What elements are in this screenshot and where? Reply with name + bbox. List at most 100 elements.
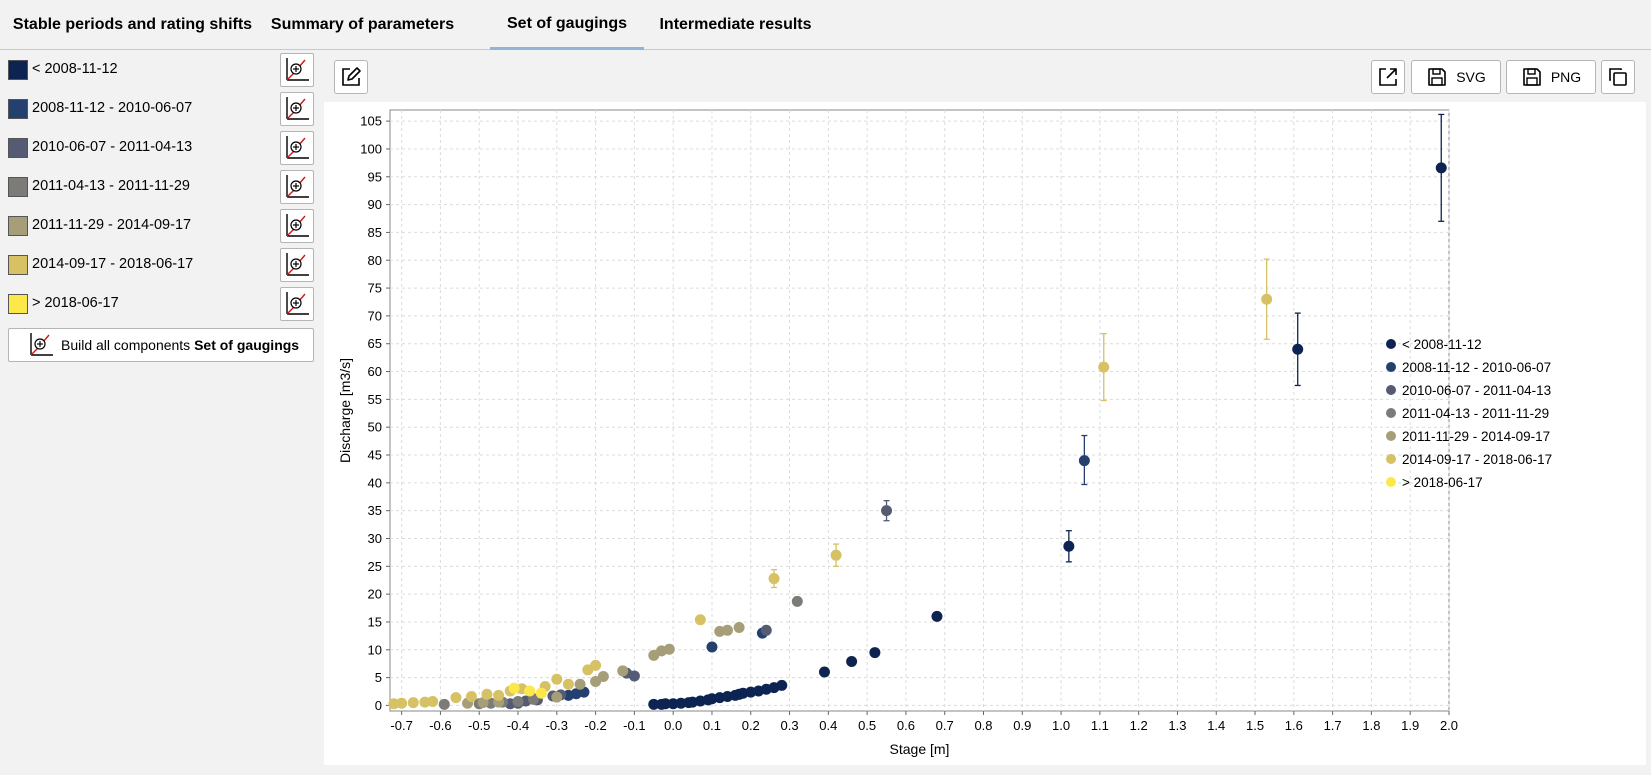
x-tick-label: 0.5 [858,718,876,733]
data-point [648,698,660,710]
period-color-swatch[interactable] [8,255,28,275]
data-point [760,624,772,636]
tab-intermediate-results[interactable]: Intermediate results [648,0,823,50]
data-point [574,678,586,690]
period-row: 2010-06-07 - 2011-04-13 [8,130,314,166]
build-all-components-button[interactable]: Build all components Set of gaugings [8,328,314,362]
build-component-button[interactable] [280,287,314,321]
y-tick-label: 75 [368,281,382,296]
x-tick-label: 1.8 [1362,718,1380,733]
data-point [465,691,477,703]
edit-button[interactable] [334,60,368,94]
data-point [931,610,943,622]
build-component-button[interactable] [280,92,314,126]
x-tick-label: 1.7 [1324,718,1342,733]
build-component-icon [286,292,309,315]
x-tick-label: 1.5 [1246,718,1264,733]
save-png-button[interactable]: PNG [1506,60,1596,94]
build-component-icon [286,97,309,120]
period-row: 2011-04-13 - 2011-11-29 [8,169,314,205]
y-tick-label: 5 [375,670,382,685]
x-tick-label: -0.2 [584,718,606,733]
y-tick-label: 30 [368,531,382,546]
export-button[interactable] [1371,60,1405,94]
period-label: 2010-06-07 - 2011-04-13 [32,139,193,155]
build-component-button[interactable] [280,209,314,243]
y-tick-label: 90 [368,197,382,212]
copy-button[interactable] [1601,60,1635,94]
tab-stable-periods[interactable]: Stable periods and rating shifts [0,0,265,50]
y-tick-label: 40 [368,475,382,490]
legend-label: 2011-11-29 - 2014-09-17 [1402,429,1550,444]
data-point [694,614,706,626]
x-tick-label: -0.6 [429,718,451,733]
save-svg-button[interactable]: SVG [1411,60,1501,94]
plot-area [389,109,1450,712]
period-label: 2011-04-13 - 2011-11-29 [32,178,190,194]
y-tick-label: 25 [368,559,382,574]
svg-label: SVG [1456,69,1486,85]
x-tick-label: 0.6 [897,718,915,733]
data-point [830,549,842,561]
build-component-icon [30,333,53,356]
build-component-button[interactable] [280,53,314,87]
legend-label: 2014-09-17 - 2018-06-17 [1402,452,1552,467]
data-point [524,685,536,697]
period-color-swatch[interactable] [8,294,28,314]
data-point [768,573,780,585]
y-tick-label: 65 [368,336,382,351]
external-link-icon [1379,68,1397,86]
data-point [628,670,640,682]
y-axis-label: Discharge [m3/s] [337,358,353,463]
x-tick-label: 1.3 [1168,718,1186,733]
period-color-swatch[interactable] [8,60,28,80]
legend-label: < 2008-11-12 [1402,337,1482,352]
tab-set-of-gaugings[interactable]: Set of gaugings [490,0,644,50]
x-tick-label: 0.1 [703,718,721,733]
data-point [846,655,858,667]
png-label: PNG [1550,69,1582,85]
build-component-button[interactable] [280,170,314,204]
save-icon [1523,68,1541,86]
period-color-swatch[interactable] [8,99,28,119]
period-color-swatch[interactable] [8,177,28,197]
period-label: > 2018-06-17 [32,295,119,311]
x-tick-label: 0.9 [1013,718,1031,733]
data-point [818,666,830,678]
y-tick-label: 50 [368,420,382,435]
build-all-target: Set of gaugings [194,337,300,353]
legend-marker [1386,362,1396,372]
period-color-swatch[interactable] [8,216,28,236]
tab-summary-of-parameters[interactable]: Summary of parameters [265,0,460,50]
x-axis-label: Stage [m] [890,741,950,757]
data-point [721,624,733,636]
tab-label: Set of gaugings [507,14,627,32]
legend-marker [1386,477,1396,487]
data-point [508,682,520,694]
period-label: 2008-11-12 - 2010-06-07 [32,100,193,116]
data-point [791,595,803,607]
data-point [597,670,609,682]
data-point [562,678,574,690]
build-component-icon [286,58,309,81]
y-tick-label: 60 [368,364,382,379]
data-point [1435,162,1447,174]
data-point [427,696,439,708]
data-point [776,679,788,691]
data-point [1261,293,1273,305]
build-component-button[interactable] [280,248,314,282]
data-point [1292,343,1304,355]
period-color-swatch[interactable] [8,138,28,158]
build-component-icon [286,136,309,159]
save-icon [1428,68,1447,86]
build-component-button[interactable] [280,131,314,165]
data-point [1063,540,1075,552]
data-point [477,697,489,709]
period-label: < 2008-11-12 [32,61,118,77]
data-point [733,622,745,634]
period-row: 2014-09-17 - 2018-06-17 [8,247,314,283]
period-label: 2014-09-17 - 2018-06-17 [32,256,194,272]
data-point [1098,361,1110,373]
data-point [535,687,547,699]
y-tick-label: 55 [368,392,382,407]
